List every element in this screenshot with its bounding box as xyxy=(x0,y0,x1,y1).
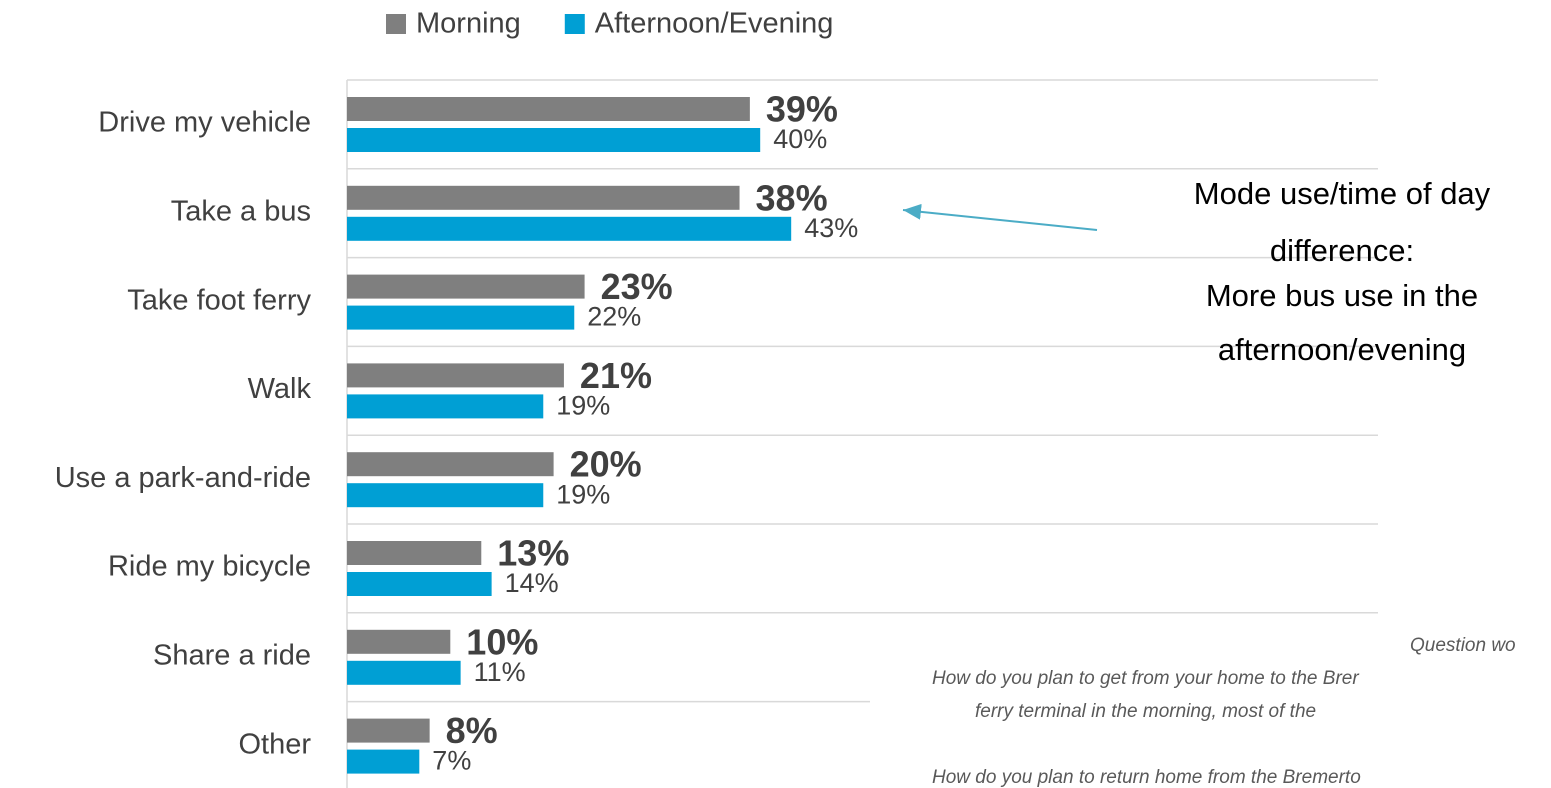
annotation: difference: xyxy=(1270,233,1414,268)
value-label: 38% xyxy=(756,177,828,218)
value-label: 23% xyxy=(601,266,673,307)
category-label: Other xyxy=(238,728,311,760)
category-label: Take foot ferry xyxy=(127,284,311,316)
bar xyxy=(347,629,451,654)
value-label: 21% xyxy=(580,355,652,396)
value-label: 8% xyxy=(446,710,498,751)
legend-label: Afternoon/Evening xyxy=(595,8,834,40)
bar xyxy=(347,394,544,419)
value-label: 39% xyxy=(766,89,838,130)
note: How do you plan to get from your home to… xyxy=(932,668,1359,689)
category-label: Ride my bicycle xyxy=(108,551,311,583)
category-label: Walk xyxy=(248,373,312,405)
legend-swatch xyxy=(564,14,585,34)
bar xyxy=(347,274,585,299)
value-label: 19% xyxy=(556,479,610,509)
value-label: 40% xyxy=(773,124,827,154)
annotation-arrow xyxy=(902,203,1098,231)
note: ferry terminal in the morning, most of t… xyxy=(975,701,1316,722)
bar xyxy=(347,660,461,685)
note: How do you plan to return home from the … xyxy=(932,767,1361,788)
category-label: Take a bus xyxy=(171,195,311,227)
bar xyxy=(347,483,544,508)
annotation: More bus use in the xyxy=(1206,278,1478,313)
bar xyxy=(347,97,750,121)
bar xyxy=(347,749,420,774)
value-label: 11% xyxy=(474,657,526,687)
value-label: 43% xyxy=(804,213,858,243)
value-label: 20% xyxy=(570,444,642,485)
value-label: 22% xyxy=(587,302,641,332)
legend-label: Morning xyxy=(416,8,521,40)
value-label: 10% xyxy=(466,621,538,662)
annotation: Mode use/time of day xyxy=(1194,176,1491,211)
bar xyxy=(347,305,575,330)
category-label: Drive my vehicle xyxy=(98,107,311,139)
bar xyxy=(347,185,740,210)
value-label: 14% xyxy=(505,568,559,598)
category-label: Use a park-and-ride xyxy=(55,462,311,494)
annotation: afternoon/evening xyxy=(1218,332,1466,367)
bar xyxy=(347,541,482,565)
category-label: Share a ride xyxy=(153,639,311,671)
bar xyxy=(347,718,430,743)
bar xyxy=(347,216,792,241)
bar xyxy=(347,128,761,152)
note: Question wo xyxy=(1410,635,1516,656)
bar xyxy=(347,572,492,596)
bar xyxy=(347,452,554,477)
bar xyxy=(347,363,564,388)
legend-swatch xyxy=(386,14,406,34)
value-label: 19% xyxy=(556,391,610,421)
value-label: 7% xyxy=(432,746,471,776)
value-label: 13% xyxy=(497,533,569,574)
